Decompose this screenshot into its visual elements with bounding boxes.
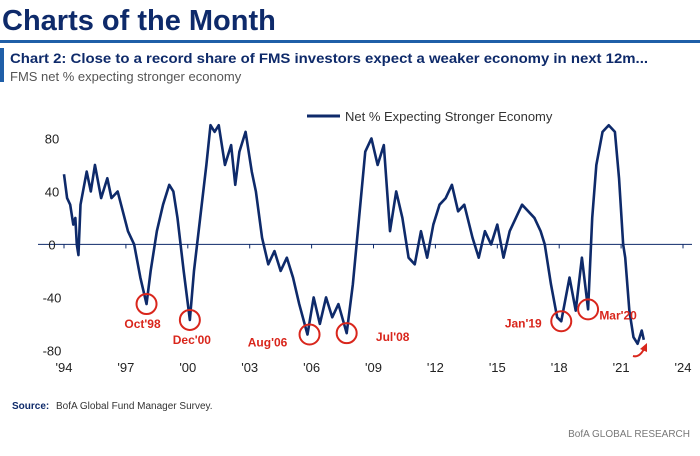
x-tick-label: '18 <box>551 360 568 375</box>
x-tick-label: '00 <box>179 360 196 375</box>
x-tick-label: '15 <box>489 360 506 375</box>
annotation-circle <box>178 308 201 331</box>
annotation-circle <box>577 298 600 321</box>
y-tick-label: 40 <box>45 184 59 199</box>
annotation-label: Jan'19 <box>505 316 542 330</box>
x-tick-label: '12 <box>427 360 444 375</box>
legend-label: Net % Expecting Stronger Economy <box>345 109 553 124</box>
annotation-circle <box>335 322 358 345</box>
source-label: Source: <box>12 401 49 412</box>
title-rule <box>0 40 700 43</box>
data-line <box>62 123 646 346</box>
annotation-label: Jul'08 <box>376 330 410 344</box>
annotation-label: Aug'06 <box>248 336 288 350</box>
chart-title: Chart 2: Close to a record share of FMS … <box>10 50 648 66</box>
arrow-head <box>640 343 647 352</box>
annotation-circle <box>135 293 158 316</box>
annotation-label: Dec'00 <box>173 333 212 347</box>
x-tick-label: '24 <box>675 360 692 375</box>
page-title: Charts of the Month <box>2 5 276 37</box>
chart-title-bar <box>0 48 4 82</box>
chart-subtitle: FMS net % expecting stronger economy <box>10 69 242 84</box>
source-text: BofA Global Fund Manager Survey. <box>56 401 213 412</box>
annotation-label: Mar'20 <box>599 308 637 322</box>
x-tick-label: '03 <box>241 360 258 375</box>
x-tick-label: '21 <box>613 360 630 375</box>
y-tick-label: 0 <box>48 237 55 252</box>
x-tick-label: '09 <box>365 360 382 375</box>
annotation-circle <box>550 310 573 333</box>
y-tick-label: 80 <box>45 131 59 146</box>
y-tick-label: -80 <box>43 343 62 358</box>
y-tick-label: -40 <box>43 290 62 305</box>
x-tick-label: '94 <box>56 360 73 375</box>
x-tick-label: '97 <box>117 360 134 375</box>
brand: BofA GLOBAL RESEARCH <box>568 429 690 440</box>
annotation-label: Oct'98 <box>124 317 161 331</box>
annotation-circle <box>298 323 321 346</box>
x-tick-label: '06 <box>303 360 320 375</box>
